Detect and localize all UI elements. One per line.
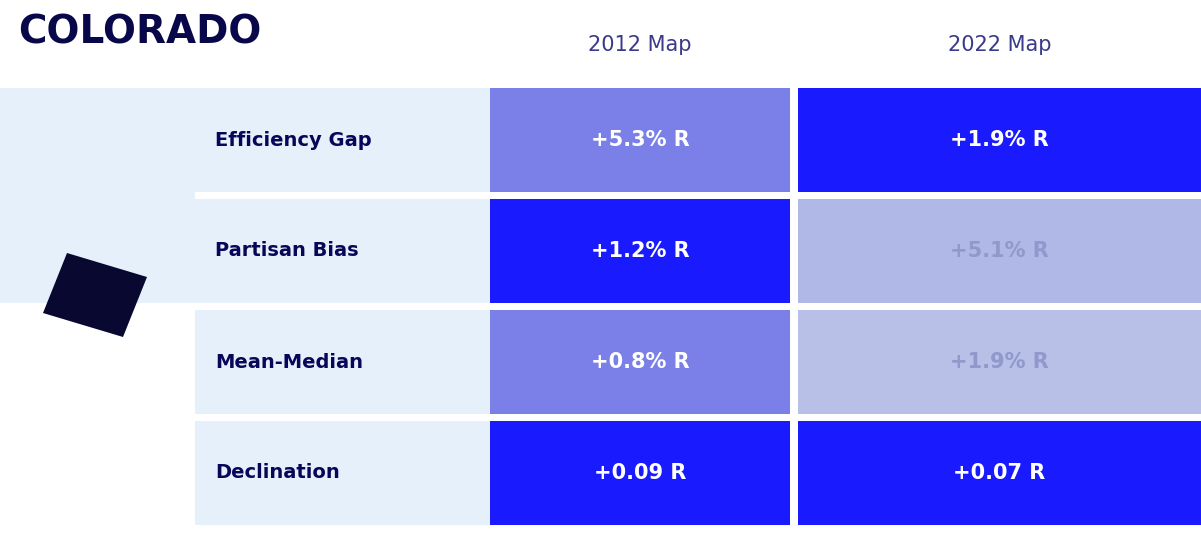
FancyBboxPatch shape	[490, 199, 790, 303]
FancyBboxPatch shape	[195, 199, 490, 303]
FancyBboxPatch shape	[195, 88, 490, 192]
FancyBboxPatch shape	[195, 421, 490, 525]
FancyBboxPatch shape	[797, 421, 1201, 525]
Text: Partisan Bias: Partisan Bias	[215, 241, 359, 261]
Text: +1.9% R: +1.9% R	[950, 352, 1048, 372]
Text: +5.1% R: +5.1% R	[950, 241, 1048, 261]
Text: 2022 Map: 2022 Map	[948, 35, 1051, 55]
Text: +5.3% R: +5.3% R	[591, 130, 689, 150]
Text: +1.2% R: +1.2% R	[591, 241, 689, 261]
FancyBboxPatch shape	[195, 310, 490, 414]
Text: +0.8% R: +0.8% R	[591, 352, 689, 372]
Text: +0.09 R: +0.09 R	[593, 463, 686, 483]
Text: Declination: Declination	[215, 463, 340, 483]
FancyBboxPatch shape	[797, 199, 1201, 303]
Text: COLORADO: COLORADO	[18, 13, 262, 51]
Text: Mean-Median: Mean-Median	[215, 353, 363, 371]
FancyBboxPatch shape	[797, 88, 1201, 192]
FancyBboxPatch shape	[490, 310, 790, 414]
FancyBboxPatch shape	[490, 421, 790, 525]
Text: +1.9% R: +1.9% R	[950, 130, 1048, 150]
Text: +0.07 R: +0.07 R	[954, 463, 1046, 483]
FancyBboxPatch shape	[797, 310, 1201, 414]
Polygon shape	[43, 253, 147, 337]
FancyBboxPatch shape	[490, 88, 790, 192]
Text: 2012 Map: 2012 Map	[588, 35, 692, 55]
Text: Efficiency Gap: Efficiency Gap	[215, 131, 371, 149]
FancyBboxPatch shape	[0, 88, 195, 303]
